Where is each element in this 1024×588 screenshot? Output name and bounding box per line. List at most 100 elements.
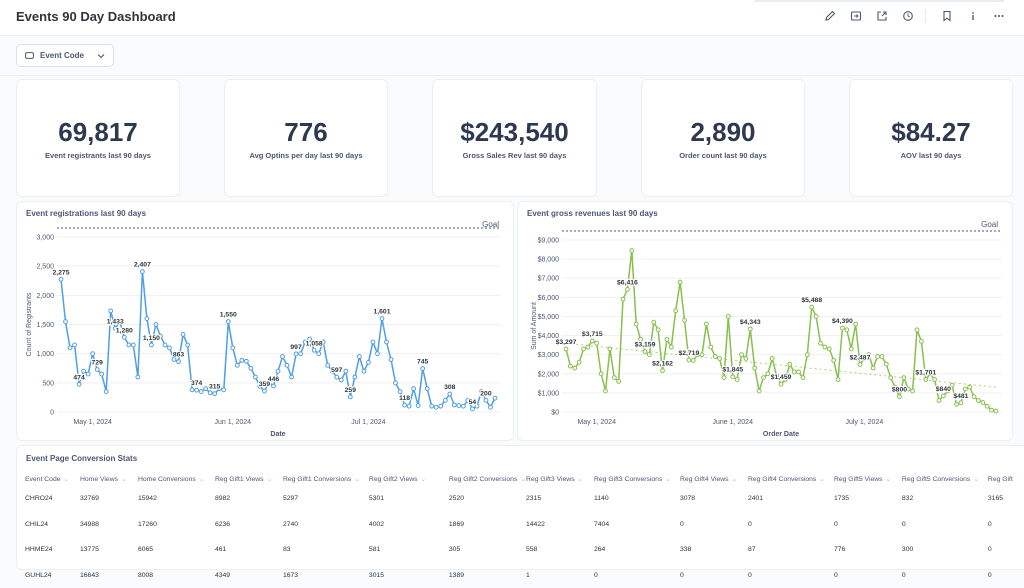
column-header[interactable]: Reg Gift2 Views⌄ <box>369 472 449 486</box>
table-cell: 7404 <box>594 512 680 538</box>
table-cell: 338 <box>680 537 748 563</box>
sort-icon[interactable]: ⌄ <box>421 476 427 483</box>
table-cell: 34988 <box>80 512 138 538</box>
data-point <box>902 376 906 380</box>
kpi-value: 2,890 <box>642 117 804 148</box>
sort-icon[interactable]: ⌄ <box>578 476 584 483</box>
data-point <box>590 339 594 343</box>
sort-icon[interactable]: ⌄ <box>819 476 825 483</box>
data-point <box>199 390 203 394</box>
event-code-filter[interactable]: Event Code <box>16 44 114 67</box>
data-point <box>299 352 303 356</box>
data-point <box>186 343 190 347</box>
data-point <box>312 348 316 352</box>
data-point <box>990 408 994 412</box>
column-header[interactable]: Reg Gift5 Conversions⌄ <box>902 472 988 486</box>
clock-icon[interactable] <box>897 8 919 24</box>
sort-icon[interactable]: ⌄ <box>665 476 671 483</box>
bookmark-icon[interactable] <box>936 8 958 24</box>
data-point <box>127 343 131 347</box>
data-point <box>362 369 366 373</box>
sort-icon[interactable]: ⌄ <box>886 476 892 483</box>
kpi-card-registrants[interactable]: 69,817 Event registrants last 90 days <box>16 79 180 197</box>
data-point <box>678 280 682 284</box>
column-header[interactable]: Home Conversions⌄ <box>138 472 215 486</box>
data-point <box>195 388 199 392</box>
column-header[interactable]: Reg Gift4 Views⌄ <box>680 472 748 486</box>
kpi-card-order-count[interactable]: 2,890 Order count last 90 days <box>641 79 805 197</box>
column-header[interactable]: Home Views⌄ <box>80 472 138 486</box>
data-point <box>985 404 989 408</box>
column-header[interactable]: Reg Gift3 Conversions⌄ <box>594 472 680 486</box>
column-header[interactable]: Reg Gift5 Views⌄ <box>834 472 902 486</box>
data-point <box>407 404 411 408</box>
y-tick-label: 2,000 <box>36 293 54 300</box>
table-cell: 2520 <box>449 486 526 512</box>
kpi-card-aov[interactable]: $84.27 AOV last 90 days <box>849 79 1013 197</box>
data-point <box>231 346 235 350</box>
pencil-icon[interactable] <box>819 8 841 24</box>
data-point <box>810 305 814 309</box>
dashboard-title: Events 90 Day Dashboard <box>16 9 176 24</box>
info-icon[interactable] <box>962 8 984 24</box>
y-tick-label: $2,000 <box>538 371 560 378</box>
data-point <box>735 378 739 382</box>
data-point <box>722 376 726 380</box>
sort-icon[interactable]: ⌄ <box>732 476 738 483</box>
data-point <box>871 366 875 370</box>
x-tick-label: Jun 1, 2024 <box>214 419 251 426</box>
data-point <box>394 381 398 385</box>
data-point <box>73 343 77 347</box>
data-label: 1,601 <box>373 309 390 316</box>
share-icon[interactable] <box>845 8 867 24</box>
series-line <box>566 251 996 412</box>
table-cell: 2740 <box>283 512 369 538</box>
sort-icon[interactable]: ⌄ <box>354 476 360 483</box>
revenues-chart-card[interactable]: Event gross revenues last 90 days Goal $… <box>517 201 1013 441</box>
table-cell: 305 <box>449 537 526 563</box>
sort-icon[interactable]: ⌄ <box>199 476 205 483</box>
sort-icon[interactable]: ⌄ <box>973 476 979 483</box>
export-icon[interactable] <box>871 8 893 24</box>
data-point <box>168 346 172 350</box>
header-search-bar[interactable] <box>754 0 1004 2</box>
sort-icon[interactable]: ⌄ <box>121 476 127 483</box>
data-point <box>317 352 321 356</box>
column-header[interactable]: Reg Gift2 Conversions⌄ <box>449 472 526 486</box>
data-point <box>924 378 928 382</box>
x-tick-label: May 1, 2024 <box>577 419 616 426</box>
data-point <box>770 357 774 361</box>
data-point <box>876 355 880 359</box>
table-cell: 0 <box>680 512 748 538</box>
column-header[interactable]: Reg Gift <box>988 472 1024 486</box>
column-header[interactable]: Reg Gift1 Conversions⌄ <box>283 472 369 486</box>
sort-icon[interactable]: ⌄ <box>267 476 273 483</box>
sort-icon[interactable]: ⌄ <box>64 476 70 483</box>
column-header[interactable]: Reg Gift1 Views⌄ <box>215 472 283 486</box>
kpi-card-gross-sales[interactable]: $243,540 Gross Sales Rev last 90 days <box>432 79 597 197</box>
data-label: 1,280 <box>116 327 133 334</box>
dashboard-toolbar <box>815 8 1010 24</box>
data-point <box>348 395 352 399</box>
column-header[interactable]: Reg Gift3 Views⌄ <box>526 472 594 486</box>
y-tick-label: $6,000 <box>538 295 560 302</box>
kpi-card-optins[interactable]: 776 Avg Optins per day last 90 days <box>224 79 388 197</box>
data-point <box>376 352 380 356</box>
data-point <box>959 401 963 405</box>
kpi-label: Avg Optins per day last 90 days <box>225 151 387 160</box>
column-header[interactable]: Event Code⌄ <box>25 472 80 486</box>
data-point <box>955 402 959 406</box>
data-point <box>64 320 68 324</box>
data-point <box>290 375 294 379</box>
data-point <box>222 388 226 392</box>
more-icon[interactable] <box>988 8 1010 24</box>
data-point <box>981 401 985 405</box>
column-header[interactable]: Reg Gift4 Conversions⌄ <box>748 472 834 486</box>
data-label: 2,407 <box>134 262 151 269</box>
data-point <box>380 317 384 321</box>
